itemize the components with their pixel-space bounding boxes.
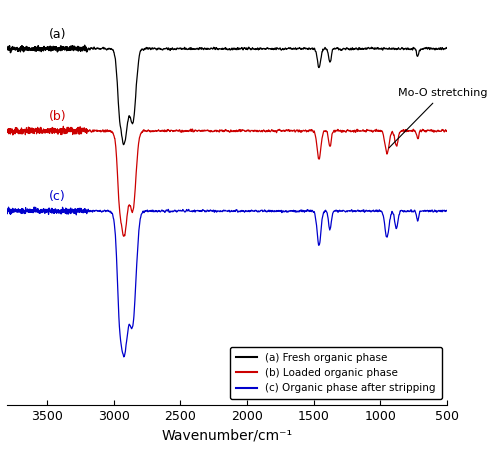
Text: (a): (a) — [49, 28, 66, 41]
Legend: (a) Fresh organic phase, (b) Loaded organic phase, (c) Organic phase after strip: (a) Fresh organic phase, (b) Loaded orga… — [230, 347, 442, 400]
Text: Mo-O stretching: Mo-O stretching — [389, 88, 487, 148]
X-axis label: Wavenumber/cm⁻¹: Wavenumber/cm⁻¹ — [162, 428, 292, 442]
Text: (b): (b) — [49, 110, 66, 123]
Text: (c): (c) — [49, 190, 66, 203]
